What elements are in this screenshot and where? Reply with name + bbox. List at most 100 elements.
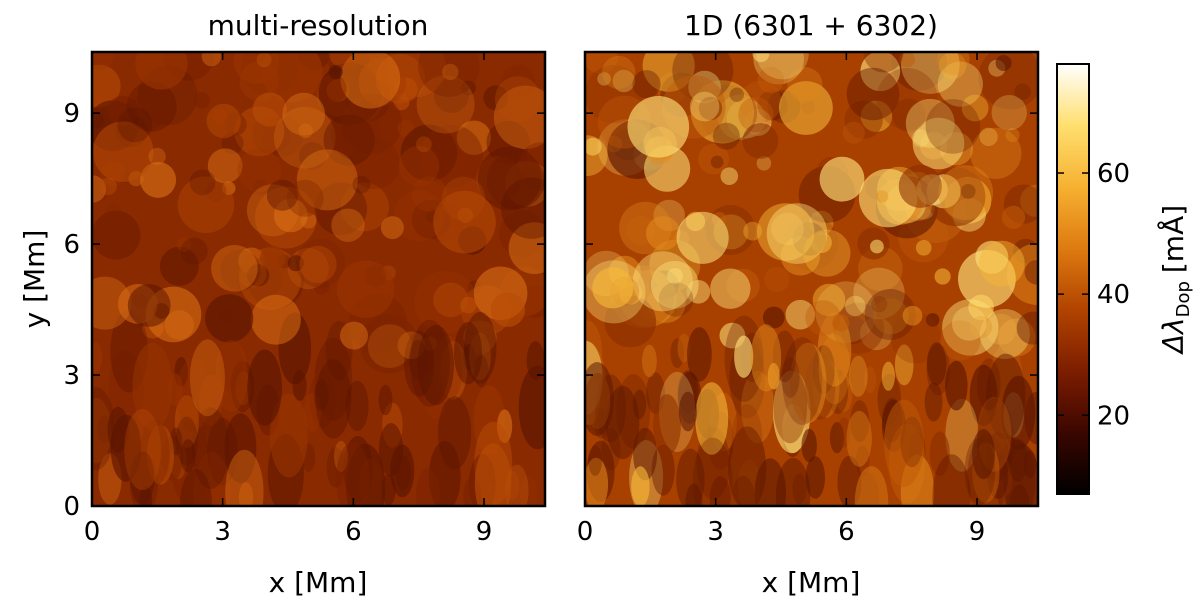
texture-blob	[915, 240, 932, 256]
texture-blob	[1005, 128, 1020, 143]
texture-blob	[259, 245, 286, 271]
texture-blob	[282, 92, 326, 136]
texture-blob	[846, 410, 872, 467]
texture-blob	[477, 146, 542, 211]
texture-blob	[729, 87, 744, 103]
texture-blob	[782, 337, 823, 425]
texture-blob	[410, 319, 450, 407]
texture-blob	[649, 270, 679, 300]
texture-blob	[912, 117, 965, 170]
texture-blob	[602, 55, 636, 90]
texture-blob	[945, 398, 979, 472]
texture-blob	[246, 184, 299, 237]
texture-blob	[340, 182, 389, 232]
texture-blob	[417, 325, 454, 405]
texture-blob	[239, 247, 302, 310]
colorbar-label-main: Δλ	[1157, 317, 1190, 355]
texture-blob	[1016, 311, 1038, 345]
texture-blob	[650, 260, 699, 309]
texture-blob	[925, 313, 940, 327]
texture-blob	[924, 382, 943, 422]
colorbar-ticks: 20 40 60	[1057, 159, 1130, 431]
x-axis-ticks: 0 3 6 9	[577, 52, 1038, 547]
texture-blob	[286, 179, 324, 217]
texture-blob	[92, 52, 114, 71]
texture-blob	[433, 77, 469, 113]
texture-blob	[103, 203, 122, 222]
texture-blob	[756, 156, 772, 171]
texture-blob	[500, 177, 545, 239]
texture-blob	[712, 122, 740, 150]
texture-blob	[336, 260, 395, 319]
texture-blob	[937, 52, 970, 76]
texture-blob	[473, 355, 489, 388]
texture-blob	[844, 100, 883, 139]
texture-blob	[829, 422, 845, 454]
texture-blob	[380, 216, 404, 240]
texture-blob	[139, 419, 170, 487]
texture-blob	[315, 359, 352, 439]
texture-blob	[191, 407, 230, 489]
texture-blob	[940, 320, 981, 361]
texture-blob	[314, 182, 368, 236]
texture-blob	[773, 368, 808, 444]
texture-blob	[672, 52, 734, 101]
texture-blob	[199, 374, 223, 427]
texture-blob	[837, 417, 851, 448]
texture-blob	[979, 127, 998, 147]
texture-blob	[929, 431, 950, 476]
texture-blob	[139, 486, 153, 506]
texture-blob	[92, 175, 107, 203]
texture-blob	[453, 322, 483, 385]
texture-blob	[832, 314, 850, 332]
texture-blob	[750, 324, 782, 392]
texture-blob	[253, 179, 269, 195]
texture-blob	[864, 289, 916, 340]
texture-blob	[932, 454, 971, 506]
texture-blob	[164, 310, 194, 340]
texture-blob	[720, 167, 739, 185]
texture-blob	[433, 282, 468, 318]
texture-blob	[273, 106, 336, 169]
texture-blob	[180, 469, 212, 506]
texture-blob	[520, 475, 538, 506]
texture-blob	[979, 309, 1030, 359]
texture-blob	[460, 296, 477, 314]
texture-blob	[871, 296, 888, 313]
texture-blob	[606, 385, 640, 460]
y-tick-label: 9	[63, 99, 80, 129]
texture-blob	[775, 458, 811, 506]
texture-blob	[219, 339, 243, 392]
texture-blob	[787, 67, 823, 103]
texture-blob	[632, 389, 647, 420]
texture-blob	[805, 456, 825, 499]
texture-blob	[135, 52, 188, 90]
texture-blob	[585, 135, 608, 177]
texture-blob	[876, 68, 938, 130]
texture-blob	[997, 318, 1036, 357]
texture-blob	[864, 366, 877, 394]
texture-blob	[710, 268, 751, 309]
texture-blob	[1001, 205, 1026, 229]
texture-blob	[352, 175, 371, 194]
texture-blob	[898, 164, 942, 208]
x-tick-label: 9	[969, 517, 986, 547]
texture-blob	[269, 393, 308, 478]
texture-blob	[801, 428, 817, 463]
x-tick-label: 6	[345, 517, 362, 547]
texture-blob	[685, 483, 703, 506]
texture-blob	[397, 331, 426, 360]
texture-blob	[167, 373, 183, 407]
texture-blob	[970, 315, 993, 339]
texture-blob	[842, 121, 865, 144]
x-tick-label: 6	[838, 517, 855, 547]
texture-blob	[211, 244, 258, 292]
texture-blob	[127, 284, 171, 327]
texture-blob	[298, 142, 327, 170]
texture-blob	[486, 151, 545, 210]
texture-blob	[846, 67, 900, 121]
texture-blob	[314, 379, 329, 412]
texture-blob	[1001, 375, 1036, 450]
texture-blob	[132, 342, 173, 431]
texture-blob	[252, 92, 287, 127]
